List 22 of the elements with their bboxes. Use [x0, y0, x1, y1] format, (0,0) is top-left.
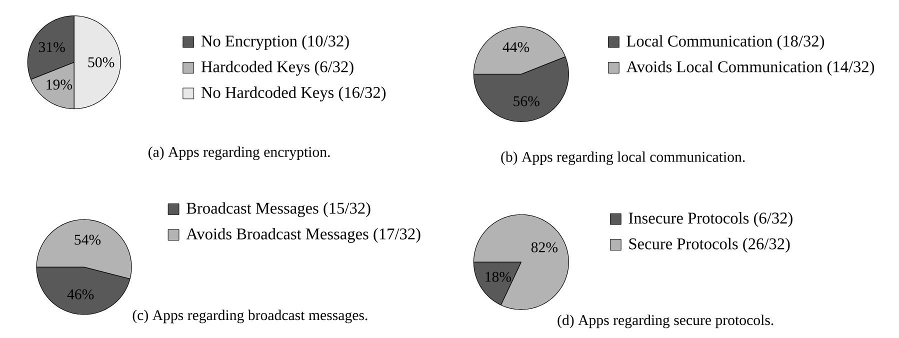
data-label: 82%: [531, 242, 558, 252]
data-label: 46%: [67, 289, 94, 300]
legend-label: Secure Protocols (26/32): [629, 238, 790, 253]
legend-label: Avoids Broadcast Messages (17/32): [186, 228, 420, 243]
legend-label: No Encryption (10/32): [201, 34, 349, 50]
data-label: 31%: [38, 42, 65, 52]
data-label: 56%: [514, 96, 540, 106]
data-label: 54%: [74, 234, 101, 245]
text: (b) Apps regarding local communication.: [501, 151, 745, 165]
text: (c) Apps regarding broadcast messages.: [132, 310, 368, 324]
data-label: 44%: [502, 42, 530, 52]
legend-label: Local Communication (18/32): [626, 34, 824, 50]
data-label: 19%: [46, 79, 72, 90]
legend-label: No Hardcoded Keys (16/32): [201, 86, 386, 102]
text: (a) Apps regarding encryption.: [148, 146, 330, 160]
data-label: 50%: [88, 57, 114, 68]
legend-label: Hardcoded Keys (6/32): [201, 60, 354, 76]
legend-label: Insecure Protocols (6/32): [628, 212, 792, 227]
data-label: 18%: [486, 272, 512, 282]
legend-label: Avoids Local Communication (14/32): [626, 60, 874, 76]
text: (d) Apps regarding secure protocols.: [558, 314, 774, 328]
legend-label: Broadcast Messages (15/32): [186, 202, 370, 217]
